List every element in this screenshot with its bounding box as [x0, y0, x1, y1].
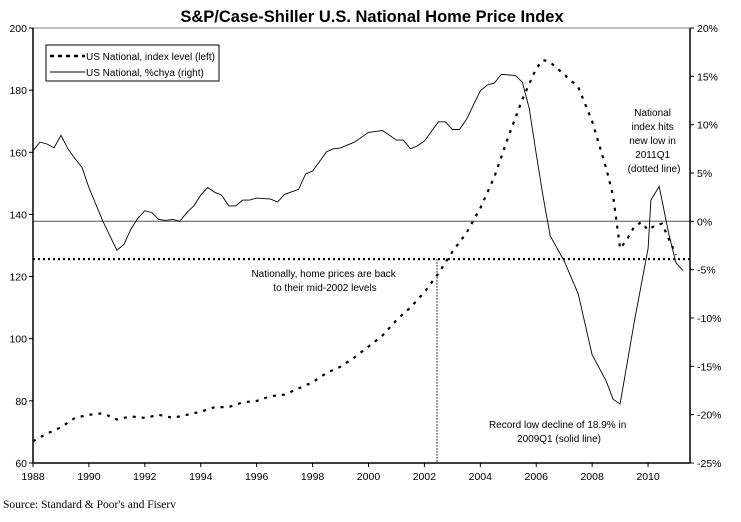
x-ticks: 1988 1990 1992 1994 1996 1998 2000 2002 2004 2006…	[21, 463, 660, 483]
x-tick-label: 2004	[469, 471, 493, 483]
left-tick-label: 160	[9, 147, 27, 159]
x-tick-label: 2008	[580, 471, 604, 483]
left-y-ticks: 60 80 100 120 140 160 180 200	[9, 23, 33, 470]
x-tick-label: 1998	[301, 471, 325, 483]
chart-title: S&P/Case-Shiller U.S. National Home Pric…	[180, 8, 564, 26]
right-tick-label: -5%	[697, 265, 716, 277]
left-tick-label: 80	[15, 396, 27, 408]
plot-area	[32, 27, 690, 463]
annotation-new-low-line-2: index hits	[631, 122, 673, 133]
series-line-index-level	[32, 58, 678, 443]
x-tick-label: 1990	[77, 471, 101, 483]
annotation-new-low-line-5: (dotted line)	[628, 164, 681, 175]
x-tick-label: 2006	[525, 471, 549, 483]
left-tick-label: 100	[9, 334, 27, 346]
annotation-mid-2002: Nationally, home prices are back to thei…	[251, 269, 398, 294]
left-tick-label: 140	[9, 209, 27, 221]
x-tick-label: 1992	[133, 471, 157, 483]
x-tick-label: 2010	[636, 471, 660, 483]
legend-box	[45, 44, 220, 82]
right-tick-label: 0%	[697, 216, 712, 228]
right-y-ticks: -25% -20% -15% -10% -5% 0% 5% 10% 15% 20%	[690, 23, 722, 470]
annotation-new-low-line-1: National	[634, 108, 671, 119]
annotation-new-low-line-4: 2011Q1	[635, 150, 670, 161]
annotation-new-low-line-3: new low in	[629, 136, 676, 147]
right-tick-label: 5%	[697, 168, 712, 180]
source-note: Source: Standard & Poor's and Fiserv	[3, 499, 176, 511]
legend: US National, index level (left) US Natio…	[45, 44, 220, 82]
annotation-mid-2002-line-2: to their mid-2002 levels	[273, 283, 376, 294]
x-tick-label: 2002	[413, 471, 437, 483]
annotation-mid-2002-line-1: Nationally, home prices are back	[251, 269, 396, 280]
left-tick-label: 60	[15, 458, 27, 470]
right-tick-label: -20%	[697, 410, 722, 422]
right-tick-label: 10%	[697, 120, 718, 132]
annotation-record-low: Record low decline of 18.9% in 2009Q1 (s…	[489, 420, 629, 445]
x-tick-label: 2000	[357, 471, 381, 483]
right-tick-label: 20%	[697, 23, 718, 35]
series-line-yoy-percent	[32, 73, 684, 405]
x-tick-label: 1996	[245, 471, 269, 483]
x-tick-label: 1994	[189, 471, 213, 483]
annotations: Nationally, home prices are back to thei…	[251, 108, 680, 445]
annotation-record-low-line-2: 2009Q1 (solid line)	[517, 434, 601, 445]
right-tick-label: -15%	[697, 361, 722, 373]
annotation-new-low: National index hits new low in 2011Q1 (d…	[628, 108, 681, 175]
annotation-record-low-line-1: Record low decline of 18.9% in	[489, 420, 626, 431]
legend-label-yoy: US National, %chya (right)	[86, 68, 204, 79]
left-tick-label: 200	[9, 23, 27, 35]
right-tick-label: 15%	[697, 71, 718, 83]
right-tick-label: -10%	[697, 313, 722, 325]
left-tick-label: 120	[9, 272, 27, 284]
legend-label-index: US National, index level (left)	[86, 52, 215, 63]
left-tick-label: 180	[9, 85, 27, 97]
right-tick-label: -25%	[697, 458, 722, 470]
x-tick-label: 1988	[21, 471, 45, 483]
